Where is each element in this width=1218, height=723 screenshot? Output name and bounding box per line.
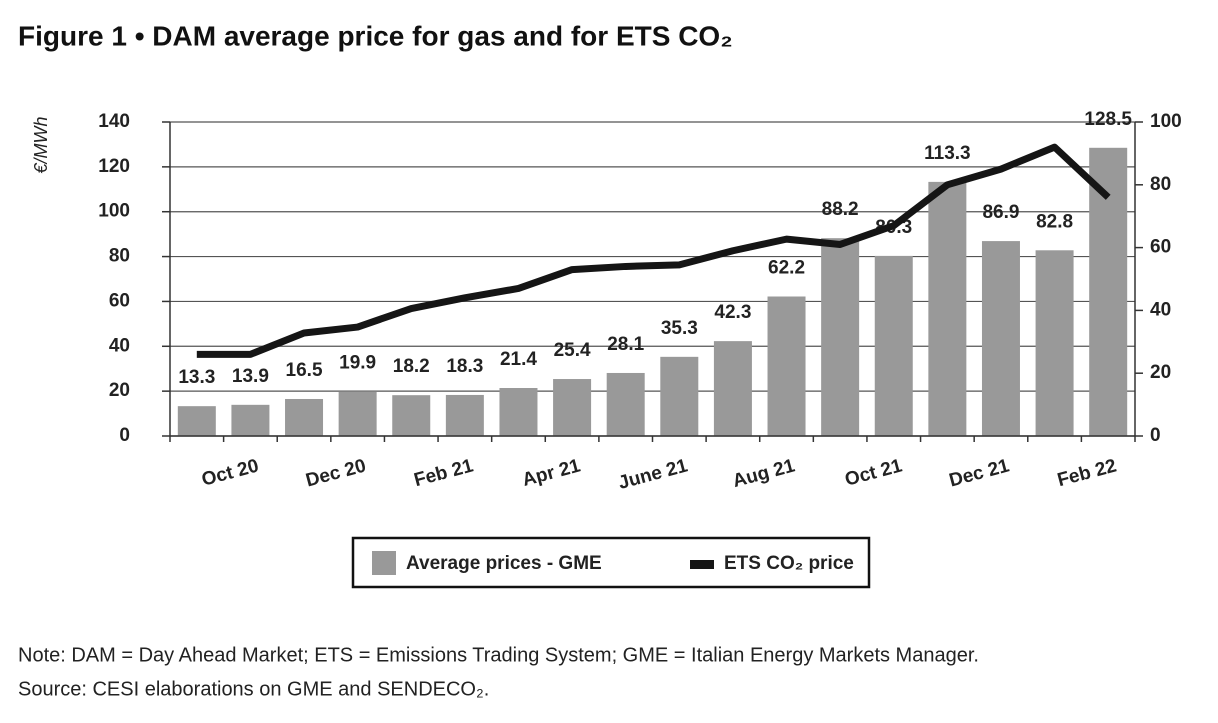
legend-label: ETS CO₂ price [724, 553, 854, 574]
value-label: 16.5 [286, 360, 323, 381]
bar [713, 341, 752, 436]
bar [874, 255, 913, 436]
x-tick-label: Feb 22 [1055, 455, 1119, 491]
y-tick-label: 100 [98, 201, 130, 222]
bar [338, 391, 377, 436]
bar [981, 241, 1020, 436]
value-label: 13.3 [178, 367, 215, 388]
value-label: 62.2 [768, 258, 805, 279]
value-label: 21.4 [500, 349, 537, 370]
bar [392, 395, 431, 436]
bar [499, 388, 538, 436]
y2-tick-label: 60 [1150, 237, 1171, 258]
legend-box [351, 536, 871, 589]
y-tick-label: 20 [109, 380, 130, 401]
bar [606, 372, 645, 436]
y2-tick-label: 100 [1150, 111, 1182, 132]
x-tick-label: Dec 21 [947, 455, 1012, 491]
value-label: 13.9 [232, 366, 269, 387]
x-tick-label: Apr 21 [520, 455, 583, 491]
value-label: 113.3 [924, 143, 971, 164]
value-label: 18.2 [393, 356, 430, 377]
bar [928, 181, 967, 436]
y-tick-label: 80 [109, 246, 130, 267]
bar [660, 356, 699, 436]
value-label: 28.1 [607, 334, 644, 355]
value-label: 25.4 [554, 340, 591, 361]
legend-swatch [372, 551, 396, 575]
y-tick-label: 60 [109, 290, 130, 311]
x-tick-label: June 21 [616, 455, 690, 494]
value-label: 82.8 [1036, 211, 1073, 232]
x-tick-label: Oct 21 [843, 455, 905, 490]
bar [1089, 147, 1128, 437]
line [196, 143, 1111, 358]
bar [231, 404, 270, 436]
chart-title: Figure 1 • DAM average price for gas and… [18, 20, 733, 51]
x-tick-label: Dec 20 [304, 455, 369, 491]
value-label: 35.3 [661, 318, 698, 339]
x-tick-label: Aug 21 [730, 455, 797, 492]
note: Note: DAM = Day Ahead Market; ETS = Emis… [18, 644, 979, 666]
x-tick-label: Feb 21 [412, 455, 476, 491]
bar [821, 238, 860, 436]
bar [285, 398, 324, 436]
value-label: 19.9 [339, 352, 376, 373]
x-tick-label: Oct 20 [199, 455, 261, 490]
value-label: 86.9 [982, 202, 1019, 223]
y2-tick-label: 80 [1150, 174, 1171, 195]
y2-tick-label: 40 [1150, 299, 1171, 320]
y2-tick-label: 20 [1150, 362, 1171, 383]
value-label: 18.3 [446, 356, 483, 377]
y-axis-label: €/MWh [31, 116, 51, 173]
y-tick-label: 0 [119, 425, 130, 446]
value-label: 42.3 [714, 302, 751, 323]
y-tick-label: 40 [109, 335, 130, 356]
legend-swatch [690, 560, 714, 569]
bar [177, 406, 216, 436]
note: Source: CESI elaborations on GME and SEN… [18, 678, 489, 700]
legend-label: Average prices - GME [406, 553, 602, 574]
bar [445, 394, 484, 436]
bar [553, 379, 592, 436]
value-label: 88.2 [822, 199, 859, 220]
y-tick-label: 120 [98, 156, 130, 177]
bar [1035, 250, 1074, 436]
value-label: 128.5 [1084, 109, 1132, 130]
bar [767, 296, 806, 436]
y2-tick-label: 0 [1150, 425, 1161, 446]
y-tick-label: 140 [98, 111, 130, 132]
